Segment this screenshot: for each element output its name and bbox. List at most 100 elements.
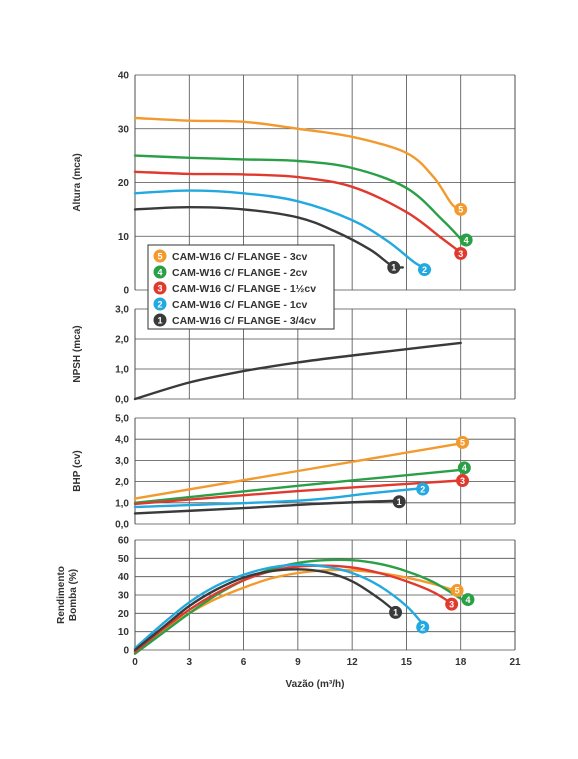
- y-tick-label-altura-4: 40: [118, 71, 130, 82]
- legend-label-3: CAM-W16 C/ FLANGE - 1½cv: [172, 283, 316, 295]
- badge-rendimento-5-number: 5: [455, 586, 460, 596]
- legend: 5 CAM-W16 C/ FLANGE - 3cv 4 CAM-W16 C/ F…: [147, 244, 335, 330]
- legend-item-1: 1 CAM-W16 C/ FLANGE - 3/4cv: [153, 313, 316, 327]
- y-axis-title-altura: Altura (mca): [72, 153, 83, 211]
- badge-bhp-2: [416, 482, 430, 496]
- curve-rendimento-3: [133, 564, 452, 653]
- badge-altura-2: [418, 263, 432, 277]
- y-tick-label-bhp-1: 1,0: [115, 498, 129, 509]
- y-tick-label-rendimento-2: 20: [118, 609, 130, 620]
- badge-bhp-2-number: 2: [420, 484, 425, 494]
- badge-bhp-4: [457, 461, 471, 475]
- badge-altura-1-number: 1: [391, 263, 396, 273]
- legend-item-4: 4 CAM-W16 C/ FLANGE - 2cv: [153, 265, 308, 279]
- legend-badge-5: [153, 249, 167, 263]
- badge-rendimento-5: [450, 583, 464, 597]
- x-tick-label-7: 21: [509, 657, 521, 668]
- y-tick-label-rendimento-3: 30: [118, 591, 130, 602]
- legend-item-3: 3 CAM-W16 C/ FLANGE - 1½cv: [153, 281, 316, 295]
- y-tick-label-altura-0: 0: [123, 286, 129, 297]
- badge-bhp-5: [456, 435, 470, 449]
- legend-badge-3: [153, 281, 167, 295]
- legend-badge-1-number: 1: [157, 316, 162, 326]
- badge-rendimento-3-number: 3: [449, 599, 454, 609]
- y-tick-label-rendimento-1: 10: [118, 627, 130, 638]
- x-tick-label-3: 9: [295, 657, 301, 668]
- curves-layer: [133, 116, 462, 655]
- y-tick-label-rendimento-5: 50: [118, 554, 130, 565]
- y-tick-label-npsh-2: 2,0: [115, 335, 129, 346]
- legend-label-5: CAM-W16 C/ FLANGE - 3cv: [172, 251, 308, 263]
- legend-item-5: 5 CAM-W16 C/ FLANGE - 3cv: [153, 249, 308, 263]
- legend-badge-4-number: 4: [157, 268, 162, 278]
- y-tick-label-bhp-3: 3,0: [115, 456, 129, 467]
- curve-altura-3: [133, 170, 462, 254]
- legend-badge-2-number: 2: [157, 300, 162, 310]
- curve-rendimento-2: [133, 563, 426, 650]
- legend-item-2: 2 CAM-W16 C/ FLANGE - 1cv: [153, 297, 308, 311]
- curve-bhp-4: [133, 468, 462, 504]
- y-tick-label-bhp-0: 0,0: [115, 520, 129, 531]
- legend-badge-2: [153, 297, 167, 311]
- y-tick-label-altura-2: 20: [118, 178, 130, 189]
- badge-altura-3-number: 3: [458, 249, 463, 259]
- y-tick-label-bhp-5: 5,0: [115, 414, 129, 425]
- badge-altura-4-number: 4: [464, 235, 469, 245]
- legend-label-2: CAM-W16 C/ FLANGE - 1cv: [172, 299, 308, 311]
- badge-altura-2-number: 2: [422, 265, 427, 275]
- legend-badge-5-number: 5: [157, 252, 162, 262]
- badge-rendimento-4: [461, 593, 475, 607]
- x-tick-label-2: 6: [241, 657, 247, 668]
- badge-bhp-1: [392, 495, 406, 509]
- y-tick-label-rendimento-6: 60: [118, 536, 130, 547]
- x-tick-label-1: 3: [187, 657, 193, 668]
- badge-rendimento-1: [389, 605, 403, 619]
- legend-badge-1: [153, 313, 167, 327]
- badge-altura-3: [454, 246, 468, 260]
- legend-label-4: CAM-W16 C/ FLANGE - 2cv: [172, 267, 308, 279]
- badge-rendimento-2: [416, 620, 430, 634]
- badge-rendimento-3: [445, 597, 459, 611]
- badge-bhp-1-number: 1: [397, 497, 402, 507]
- y-axis-title-bhp: BHP (cv): [72, 450, 83, 492]
- y-tick-label-bhp-2: 2,0: [115, 477, 129, 488]
- legend-box: [147, 244, 335, 330]
- badge-bhp-5-number: 5: [460, 438, 465, 448]
- curve-bhp-5: [133, 442, 462, 500]
- y-axis-title-npsh: NPSH (mca): [72, 325, 83, 382]
- y-tick-label-altura-1: 10: [118, 232, 130, 243]
- badge-altura-1: [387, 260, 401, 274]
- y-tick-label-rendimento-4: 40: [118, 572, 130, 583]
- curve-altura-2: [133, 189, 432, 271]
- badge-altura-5: [454, 202, 468, 216]
- y-tick-label-npsh-0: 0,0: [115, 395, 129, 406]
- legend-badge-3-number: 3: [157, 284, 162, 294]
- badge-altura-5-number: 5: [458, 205, 463, 215]
- badge-bhp-3: [456, 474, 470, 488]
- curve-npsh-npsh: [133, 341, 462, 401]
- x-tick-label-5: 15: [401, 657, 413, 668]
- badge-rendimento-2-number: 2: [420, 622, 425, 632]
- y-tick-label-altura-3: 30: [118, 124, 130, 135]
- y-tick-label-bhp-4: 4,0: [115, 435, 129, 446]
- x-tick-label-6: 18: [455, 657, 467, 668]
- curve-altura-4: [133, 154, 462, 241]
- y-tick-label-npsh-1: 1,0: [115, 365, 129, 376]
- y-tick-label-rendimento-0: 0: [123, 646, 129, 657]
- curve-bhp-2: [133, 486, 426, 509]
- x-tick-label-0: 0: [132, 657, 138, 668]
- grid-layer: [134, 74, 516, 651]
- badge-bhp-3-number: 3: [460, 476, 465, 486]
- x-axis-title: Vazão (m³/h): [286, 679, 345, 690]
- y-axis-title-rendimento: RendimentoBomba (%): [56, 566, 79, 624]
- x-tick-label-4: 12: [347, 657, 359, 668]
- curve-bhp-1: [133, 499, 399, 515]
- curve-rendimento-1: [133, 568, 399, 652]
- curve-altura-5: [133, 116, 462, 211]
- badge-bhp-4-number: 4: [462, 463, 467, 473]
- legend-label-1: CAM-W16 C/ FLANGE - 3/4cv: [172, 315, 316, 327]
- badge-rendimento-1-number: 1: [393, 608, 398, 618]
- curve-rendimento-4: [133, 558, 462, 655]
